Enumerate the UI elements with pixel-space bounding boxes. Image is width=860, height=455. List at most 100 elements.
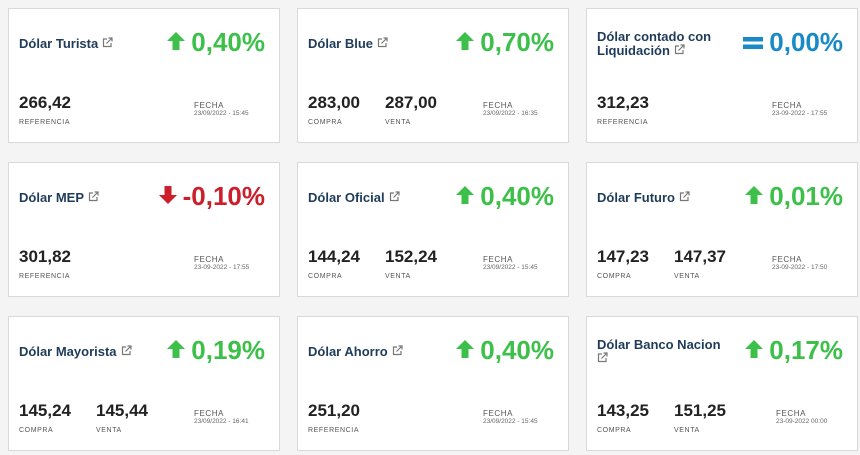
external-link-icon	[679, 190, 690, 205]
date-label: FECHA	[776, 409, 807, 418]
date-value: 23-09-2022 - 17:50	[772, 264, 828, 271]
external-link-icon	[377, 36, 388, 51]
variation-indicator: 0,40%	[456, 335, 554, 365]
buy-block: 283,00 COMPRA	[308, 93, 360, 127]
date-value: 23/09/2022 - 15:45	[483, 264, 538, 271]
quote-title: Dólar Banco Nacion	[597, 337, 721, 352]
quote-card-dolar-mep: Dólar MEP -0,10% 301,82 REFERENCIA FECHA…	[8, 162, 280, 297]
date-label: FECHA	[483, 255, 514, 264]
quote-title: Dólar Ahorro	[308, 344, 388, 359]
value-block: 266,42 REFERENCIA	[19, 93, 71, 127]
quote-title-link[interactable]: Dólar Oficial	[308, 191, 458, 206]
external-link-icon	[88, 190, 99, 205]
reference-value: 312,23	[597, 93, 649, 112]
date-block: FECHA 23-09-2022 00:00	[776, 409, 827, 426]
quote-title: Dólar Blue	[308, 36, 374, 51]
trend-up-icon	[456, 181, 475, 211]
trend-down-icon	[158, 181, 177, 211]
reference-label: REFERENCIA	[308, 427, 360, 434]
sell-value: 151,25	[674, 401, 726, 420]
value-block: 312,23 REFERENCIA	[597, 93, 649, 127]
value-block: 301,82 REFERENCIA	[19, 247, 71, 281]
sell-value: 152,24	[385, 247, 437, 266]
date-block: FECHA 23-09-2022 - 17:50	[772, 255, 827, 272]
quote-title-link[interactable]: Dólar Blue	[308, 37, 458, 52]
external-link-icon	[102, 36, 113, 51]
sell-block: 147,37 VENTA	[674, 247, 726, 281]
quote-title-link[interactable]: Dólar Banco Nacion	[597, 338, 747, 367]
buy-value: 144,24	[308, 247, 360, 266]
external-link-icon	[392, 344, 403, 359]
variation-indicator: -0,10%	[158, 181, 265, 211]
variation-value: 0,19%	[191, 335, 265, 365]
quote-title-link[interactable]: Dólar Futuro	[597, 191, 747, 206]
buy-value: 143,25	[597, 401, 649, 420]
date-value: 23/09/2022 - 15:45	[194, 110, 249, 117]
quote-title-link[interactable]: Dólar Ahorro	[308, 345, 458, 360]
sell-label: VENTA	[385, 273, 411, 280]
quote-title: Dólar Futuro	[597, 190, 675, 205]
date-label: FECHA	[772, 255, 803, 264]
sell-label: VENTA	[674, 273, 700, 280]
trend-up-icon	[167, 335, 186, 365]
trend-equal-icon	[743, 27, 764, 57]
sell-value: 287,00	[385, 93, 437, 112]
date-value: 23-09-2022 - 17:55	[772, 110, 828, 117]
quote-title-link[interactable]: Dólar contado con Liquidación	[597, 30, 747, 59]
date-value: 23-09-2022 00:00	[776, 418, 828, 425]
reference-label: REFERENCIA	[597, 119, 649, 126]
trend-up-icon	[745, 181, 764, 211]
variation-indicator: 0,01%	[745, 181, 843, 211]
external-link-icon	[597, 351, 608, 366]
quote-card-dolar-turista: Dólar Turista 0,40% 266,42 REFERENCIA FE…	[8, 8, 280, 143]
buy-label: COMPRA	[597, 427, 632, 434]
sell-block: 151,25 VENTA	[674, 401, 726, 435]
reference-value: 251,20	[308, 401, 360, 420]
quote-card-dolar-blue: Dólar Blue 0,70% 283,00 COMPRA 287,00 VE…	[297, 8, 569, 143]
reference-label: REFERENCIA	[19, 119, 71, 126]
variation-indicator: 0,17%	[745, 335, 843, 365]
quote-card-dolar-banco-nacion: Dólar Banco Nacion 0,17% 143,25 COMPRA 1…	[586, 316, 858, 451]
variation-indicator: 0,40%	[167, 27, 265, 57]
buy-value: 283,00	[308, 93, 360, 112]
quote-title-link[interactable]: Dólar Turista	[19, 37, 169, 52]
external-link-icon	[121, 344, 132, 359]
quote-title-link[interactable]: Dólar Mayorista	[19, 345, 169, 360]
sell-block: 145,44 VENTA	[96, 401, 148, 435]
date-label: FECHA	[194, 255, 225, 264]
buy-label: COMPRA	[308, 119, 343, 126]
sell-value: 145,44	[96, 401, 148, 420]
trend-up-icon	[456, 335, 475, 365]
date-block: FECHA 23/09/2022 - 16:41	[194, 409, 249, 426]
quote-card-dolar-ahorro: Dólar Ahorro 0,40% 251,20 REFERENCIA FEC…	[297, 316, 569, 451]
quote-card-dolar-futuro: Dólar Futuro 0,01% 147,23 COMPRA 147,37 …	[586, 162, 858, 297]
variation-value: 0,17%	[769, 335, 843, 365]
date-label: FECHA	[483, 409, 514, 418]
quote-title-link[interactable]: Dólar MEP	[19, 191, 169, 206]
sell-block: 287,00 VENTA	[385, 93, 437, 127]
date-block: FECHA 23-09-2022 - 17:55	[194, 255, 249, 272]
quote-title: Dólar Mayorista	[19, 344, 117, 359]
sell-block: 152,24 VENTA	[385, 247, 437, 281]
variation-indicator: 0,70%	[456, 27, 554, 57]
date-label: FECHA	[194, 101, 225, 110]
value-block: 251,20 REFERENCIA	[308, 401, 360, 435]
quote-card-dolar-ccl: Dólar contado con Liquidación 0,00% 312,…	[586, 8, 858, 143]
variation-value: 0,00%	[769, 27, 843, 57]
date-value: 23/09/2022 - 15:45	[483, 418, 538, 425]
date-block: FECHA 23-09-2022 - 17:55	[772, 101, 827, 118]
buy-block: 144,24 COMPRA	[308, 247, 360, 281]
quote-title: Dólar Turista	[19, 36, 99, 51]
external-link-icon	[674, 43, 685, 58]
sell-label: VENTA	[674, 427, 700, 434]
date-value: 23/09/2022 - 16:35	[483, 110, 538, 117]
quote-title: Dólar Oficial	[308, 190, 385, 205]
variation-value: 0,40%	[480, 335, 554, 365]
date-block: FECHA 23/09/2022 - 15:45	[194, 101, 249, 118]
variation-indicator: 0,19%	[167, 335, 265, 365]
buy-block: 145,24 COMPRA	[19, 401, 71, 435]
variation-value: 0,40%	[191, 27, 265, 57]
quote-title: Dólar MEP	[19, 190, 85, 205]
external-link-icon	[389, 190, 400, 205]
